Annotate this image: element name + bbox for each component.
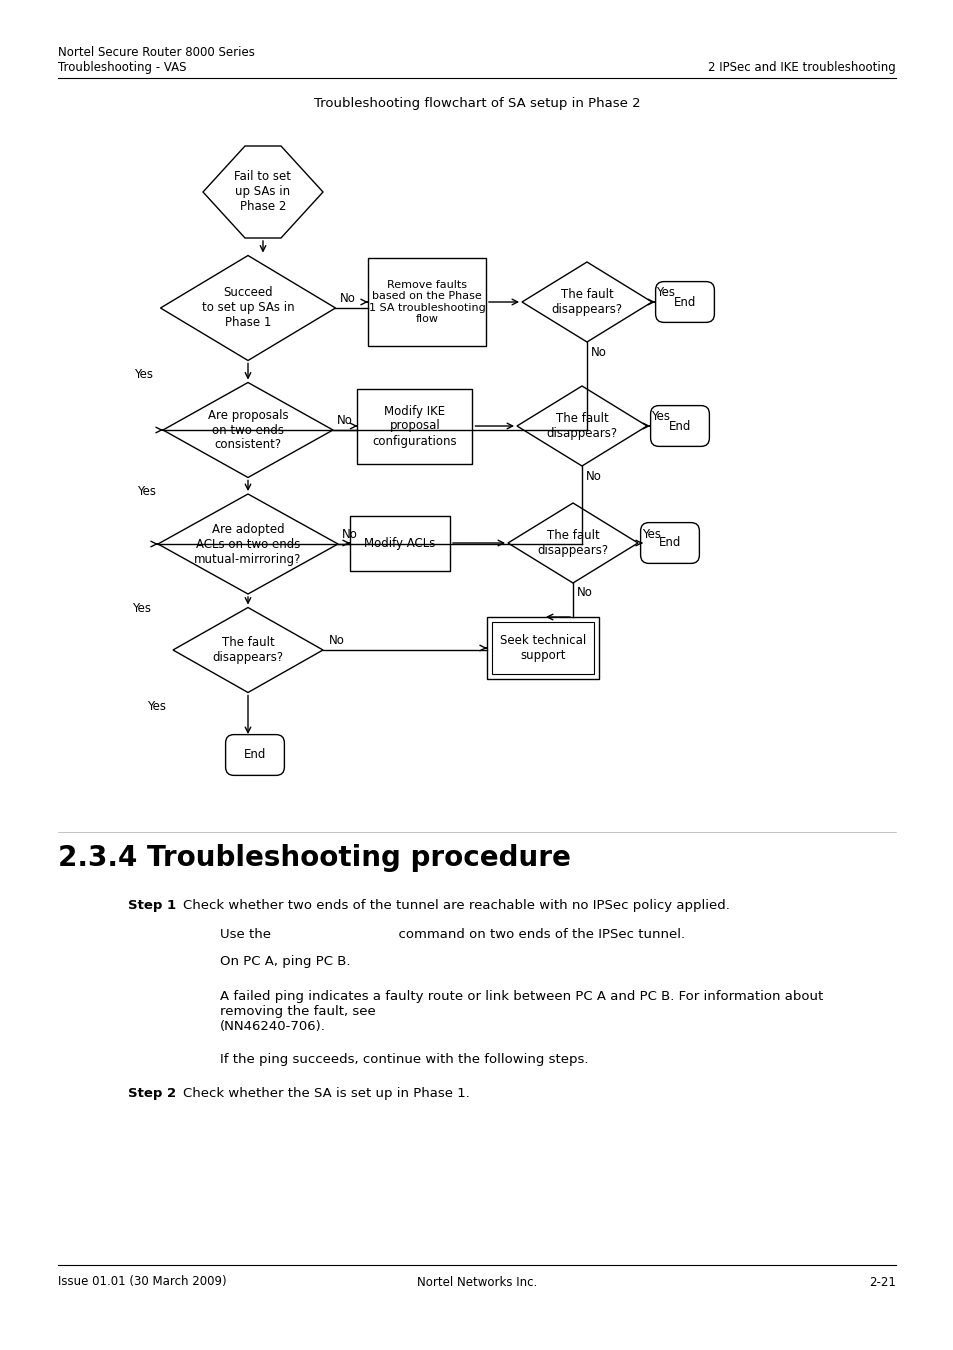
Text: Fail to set
up SAs in
Phase 2: Fail to set up SAs in Phase 2 <box>234 170 292 213</box>
Text: On PC A, ping PC B.: On PC A, ping PC B. <box>220 956 350 968</box>
Text: Are proposals
on two ends
consistent?: Are proposals on two ends consistent? <box>208 409 288 451</box>
Text: The fault
disappears?: The fault disappears? <box>551 288 622 316</box>
Text: No: No <box>339 293 355 305</box>
Text: 2 IPSec and IKE troubleshooting: 2 IPSec and IKE troubleshooting <box>707 62 895 74</box>
Text: If the ping succeeds, continue with the following steps.: If the ping succeeds, continue with the … <box>220 1053 588 1066</box>
Text: No: No <box>577 586 592 599</box>
Bar <box>350 516 450 571</box>
Text: Remove faults
based on the Phase
1 SA troubleshooting
flow: Remove faults based on the Phase 1 SA tr… <box>368 279 485 324</box>
Text: No: No <box>341 528 357 541</box>
Text: End: End <box>668 420 691 432</box>
Text: No: No <box>336 414 353 428</box>
Text: Yes: Yes <box>147 701 166 713</box>
Text: The fault
disappears?: The fault disappears? <box>546 412 617 440</box>
Text: Check whether two ends of the tunnel are reachable with no IPSec policy applied.: Check whether two ends of the tunnel are… <box>183 899 729 911</box>
Text: Yes: Yes <box>132 602 151 614</box>
Bar <box>357 389 472 463</box>
Text: Yes: Yes <box>134 369 153 381</box>
Text: Modify ACLs: Modify ACLs <box>364 536 436 549</box>
Text: End: End <box>673 296 696 309</box>
Text: Modify IKE
proposal
configurations: Modify IKE proposal configurations <box>373 405 456 447</box>
Text: 2-21: 2-21 <box>868 1276 895 1288</box>
Bar <box>486 617 598 679</box>
Text: Are adopted
ACLs on two ends
mutual-mirroring?: Are adopted ACLs on two ends mutual-mirr… <box>194 522 301 566</box>
Text: No: No <box>590 346 606 359</box>
Text: Issue 01.01 (30 March 2009): Issue 01.01 (30 March 2009) <box>58 1276 227 1288</box>
Text: Yes: Yes <box>656 286 675 300</box>
Bar <box>368 258 485 346</box>
Text: Seek technical
support: Seek technical support <box>499 634 585 662</box>
Text: Step 2: Step 2 <box>128 1087 176 1099</box>
Text: Step 1: Step 1 <box>128 899 176 911</box>
Text: Troubleshooting flowchart of SA setup in Phase 2: Troubleshooting flowchart of SA setup in… <box>314 97 639 111</box>
Text: Nortel Secure Router 8000 Series: Nortel Secure Router 8000 Series <box>58 46 254 58</box>
Text: Use the                              command on two ends of the IPSec tunnel.: Use the command on two ends of the IPSec… <box>220 929 684 941</box>
Text: The fault
disappears?: The fault disappears? <box>537 529 608 558</box>
Text: 2.3.4 Troubleshooting procedure: 2.3.4 Troubleshooting procedure <box>58 844 570 872</box>
Text: Check whether the SA is set up in Phase 1.: Check whether the SA is set up in Phase … <box>183 1087 470 1099</box>
Text: No: No <box>585 470 601 482</box>
Text: Troubleshooting - VAS: Troubleshooting - VAS <box>58 62 186 74</box>
Text: No: No <box>329 634 345 648</box>
Text: Yes: Yes <box>641 528 660 540</box>
Bar <box>492 622 594 674</box>
Text: End: End <box>244 748 266 761</box>
Text: Yes: Yes <box>650 410 669 424</box>
Text: A failed ping indicates a faulty route or link between PC A and PC B. For inform: A failed ping indicates a faulty route o… <box>220 990 822 1033</box>
Text: Nortel Networks Inc.: Nortel Networks Inc. <box>416 1276 537 1288</box>
Text: Yes: Yes <box>137 485 156 498</box>
Text: Succeed
to set up SAs in
Phase 1: Succeed to set up SAs in Phase 1 <box>201 286 294 329</box>
Text: The fault
disappears?: The fault disappears? <box>213 636 283 664</box>
Text: End: End <box>659 536 680 549</box>
